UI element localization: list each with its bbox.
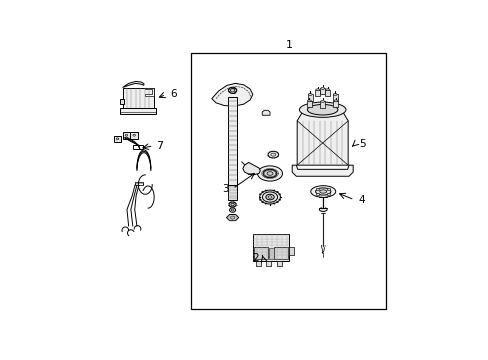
Bar (254, 247, 267, 260)
Text: 2: 2 (252, 253, 259, 263)
Ellipse shape (307, 94, 311, 95)
Bar (133, 145, 143, 149)
Text: 4: 4 (358, 195, 365, 205)
Bar (274, 247, 287, 260)
Ellipse shape (229, 208, 235, 212)
Ellipse shape (133, 134, 135, 136)
Polygon shape (243, 162, 260, 175)
Text: 5: 5 (358, 139, 365, 149)
Bar (307, 94, 312, 100)
Bar (113, 136, 121, 142)
Bar (333, 101, 338, 107)
Polygon shape (145, 87, 154, 96)
Polygon shape (122, 81, 143, 87)
Text: 6: 6 (170, 90, 177, 99)
Bar (289, 247, 293, 255)
Bar (325, 90, 329, 96)
Bar (253, 234, 289, 261)
Polygon shape (321, 246, 325, 254)
Ellipse shape (332, 94, 336, 95)
Polygon shape (211, 84, 252, 106)
Bar (320, 89, 325, 94)
Ellipse shape (307, 104, 337, 115)
Ellipse shape (307, 100, 311, 102)
Ellipse shape (125, 134, 127, 136)
Bar (268, 248, 274, 258)
Bar (276, 261, 282, 266)
Ellipse shape (320, 100, 324, 102)
Text: 7: 7 (156, 141, 163, 151)
Bar (122, 132, 130, 139)
Ellipse shape (319, 190, 326, 193)
Bar (191, 53, 386, 309)
Bar (265, 261, 271, 266)
Ellipse shape (319, 208, 326, 211)
Bar (135, 182, 143, 185)
Polygon shape (297, 110, 347, 165)
Polygon shape (122, 87, 154, 108)
Ellipse shape (230, 203, 234, 206)
Bar (228, 97, 237, 185)
Polygon shape (292, 165, 352, 176)
Ellipse shape (230, 216, 234, 219)
Ellipse shape (257, 166, 282, 181)
Bar (332, 94, 337, 100)
Polygon shape (262, 110, 269, 115)
Ellipse shape (116, 138, 119, 140)
Ellipse shape (259, 190, 280, 204)
Bar (320, 102, 325, 108)
Bar (315, 193, 319, 195)
Ellipse shape (315, 188, 330, 195)
Ellipse shape (228, 87, 236, 93)
Bar (120, 108, 156, 114)
Ellipse shape (299, 102, 346, 117)
Ellipse shape (263, 169, 276, 177)
Text: 3: 3 (222, 184, 228, 194)
Ellipse shape (231, 209, 233, 211)
Polygon shape (226, 215, 238, 221)
Ellipse shape (265, 194, 274, 200)
Bar (326, 188, 330, 190)
Polygon shape (120, 99, 123, 104)
Bar (326, 193, 330, 195)
Ellipse shape (325, 89, 329, 91)
Ellipse shape (333, 100, 337, 102)
Bar (255, 261, 261, 266)
Ellipse shape (267, 196, 271, 198)
Bar (315, 90, 320, 96)
Bar (130, 132, 138, 139)
Ellipse shape (267, 151, 278, 158)
Ellipse shape (320, 87, 324, 89)
Text: 1: 1 (285, 40, 292, 50)
Ellipse shape (310, 186, 335, 197)
Ellipse shape (270, 153, 275, 156)
Bar (228, 185, 237, 200)
Bar (306, 101, 311, 107)
Ellipse shape (230, 89, 234, 92)
Ellipse shape (315, 89, 319, 91)
Ellipse shape (266, 172, 272, 175)
Bar (315, 188, 319, 190)
Ellipse shape (229, 202, 236, 207)
Ellipse shape (262, 192, 277, 202)
